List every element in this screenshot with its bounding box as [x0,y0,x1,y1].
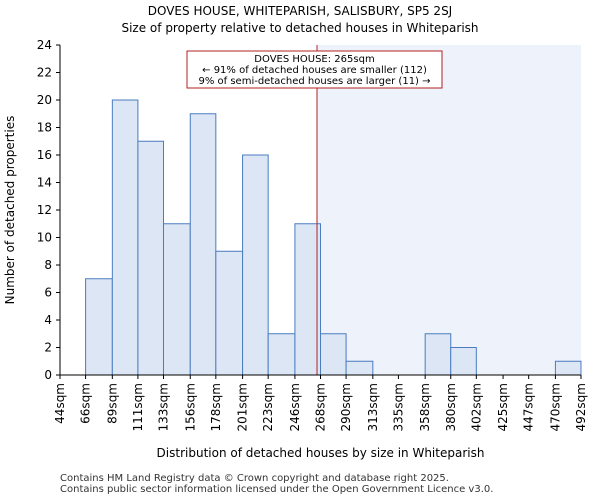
bar-66sqm [85,278,113,376]
bar-178sqm [215,250,244,376]
x-tick-label: 358sqm [418,383,432,431]
x-tick-label: 133sqm [157,383,171,431]
bar-223sqm [267,333,296,376]
x-tick-label: 156sqm [183,383,197,431]
y-tick-label: 8 [44,258,52,272]
y-tick-label: 24 [37,38,52,52]
x-tick-label: 66sqm [79,383,93,424]
x-tick-label: 201sqm [236,383,250,431]
y-tick-label: 14 [37,176,52,190]
bar-268sqm [320,333,347,376]
bar-133sqm [163,223,191,376]
x-axis-label: Distribution of detached houses by size … [157,446,485,460]
x-tick-label: 111sqm [131,383,145,431]
x-tick-label: 246sqm [288,383,302,431]
larger-region-shade [317,45,581,375]
bar-201sqm [242,154,269,376]
annotation-larger-text: 9% of semi-detached houses are larger (1… [198,76,430,87]
x-tick-label: 492sqm [574,383,588,431]
bar-246sqm [294,223,322,376]
y-tick-label: 18 [37,121,52,135]
annotation-group: DOVES HOUSE: 265sqm ← 91% of detached ho… [186,50,443,89]
x-tick-label: 268sqm [314,383,328,431]
chart-subtitle: Size of property relative to detached ho… [121,21,479,35]
bar-111sqm [137,140,165,376]
y-tick-label: 0 [44,368,52,382]
annotation-smaller-text: ← 91% of detached houses are smaller (11… [202,65,427,76]
x-tick-label: 447sqm [522,383,536,431]
x-tick-label: 223sqm [261,383,275,431]
chart-title: DOVES HOUSE, WHITEPARISH, SALISBURY, SP5… [147,4,453,18]
bars-group [85,99,582,376]
bar-380sqm [450,347,477,376]
annotation-label: DOVES HOUSE: 265sqm [254,54,374,65]
x-tick-label: 380sqm [444,383,458,431]
x-tick-label: 89sqm [105,383,119,424]
bar-290sqm [345,360,374,376]
y-tick-label: 2 [44,341,52,355]
footer-licence: Contains public sector information licen… [60,484,494,495]
x-tick-label: 178sqm [209,383,223,431]
x-tick-label: 402sqm [469,383,483,431]
y-tick-label: 16 [37,148,52,162]
y-tick-label: 4 [44,313,52,327]
x-tick-label: 313sqm [366,383,380,431]
y-axis-label: Number of detached properties [3,116,17,305]
y-tick-label: 6 [44,286,52,300]
annotation-box [186,50,443,89]
y-tick-label: 20 [37,93,52,107]
x-tick-label: 44sqm [53,383,67,424]
bar-470sqm [554,360,582,376]
x-tick-label: 290sqm [339,383,353,431]
bar-358sqm [424,333,452,376]
y-tick-label: 22 [37,66,52,80]
footer-copyright: Contains HM Land Registry data © Crown c… [60,473,449,484]
bar-156sqm [189,113,217,376]
y-tick-label: 12 [37,203,52,217]
y-tick-label: 10 [37,231,52,245]
x-tick-label: 470sqm [548,383,562,431]
x-tick-label: 335sqm [391,383,405,431]
bar-89sqm [111,99,139,376]
x-tick-label: 425sqm [496,383,510,431]
